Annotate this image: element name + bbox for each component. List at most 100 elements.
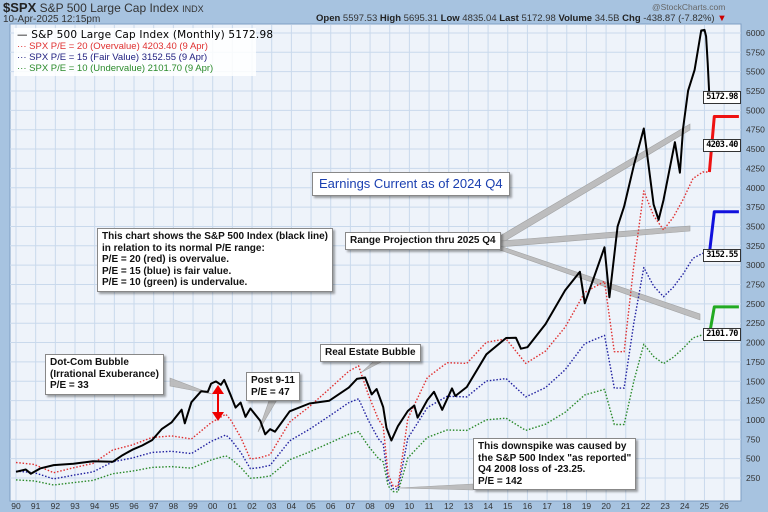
dotcom-line: Dot-Com Bubble (50, 357, 129, 368)
legend-marker: ··· (17, 63, 30, 74)
last-label: Last (499, 13, 519, 24)
y-tick-label: 2750 (746, 280, 765, 290)
x-tick-label: 26 (719, 501, 729, 511)
x-tick-label: 96 (129, 501, 139, 511)
y-tick-label: 6000 (746, 28, 765, 38)
y-tick-label: 5000 (746, 105, 765, 115)
triangle-down-icon: ▼ (717, 13, 727, 24)
x-tick-label: 95 (110, 501, 120, 511)
x-tick-label: 09 (385, 501, 395, 511)
chg-label: Chg (622, 13, 641, 24)
x-tick-label: 20 (601, 501, 611, 511)
downspike-note: This downspike was caused by the S&P 500… (473, 438, 637, 490)
y-tick-label: 1750 (746, 357, 765, 367)
x-tick-label: 03 (267, 501, 277, 511)
x-axis: 90 91 92 93 94 95 96 97 98 99 00 01 02 03 04 05 06 07 08 09… (11, 501, 729, 511)
description-note: This chart shows the S&P 500 Index (blac… (97, 228, 333, 292)
dotcom-note: Dot-Com Bubble (Irrational Exuberance) P… (45, 354, 164, 395)
x-tick-label: 91 (31, 501, 41, 511)
y-tick-label: 1500 (746, 376, 765, 386)
x-tick-label: 22 (641, 501, 651, 511)
y-tick-label: 1250 (746, 396, 765, 406)
y-tick-label: 3500 (746, 221, 765, 231)
x-tick-label: 21 (621, 501, 631, 511)
y-tick-label: 4750 (746, 125, 765, 135)
x-tick-label: 97 (149, 501, 159, 511)
watermark: @StockCharts.com (652, 2, 726, 12)
y-tick-label: 5750 (746, 47, 765, 57)
legend-label: S&P 500 Large Cap Index (Monthly) 5172.9… (31, 29, 274, 41)
legend: — S&P 500 Large Cap Index (Monthly) 5172… (14, 28, 273, 76)
downspike-line: the S&P 500 Index "as reported" (478, 452, 632, 464)
y-tick-label: 2000 (746, 338, 765, 348)
downspike-line: This downspike was caused by (478, 441, 627, 452)
y-axis: 250 500 750 1000 1250 1500 1750 2000 2250 2500 275… (746, 28, 765, 483)
x-tick-label: 98 (169, 501, 179, 511)
dotcom-line: (Irrational Exuberance) (50, 368, 159, 380)
description-line: P/E = 15 (blue) is fair value. (102, 265, 232, 277)
downspike-line: P/E = 142 (478, 475, 523, 487)
x-tick-label: 02 (247, 501, 257, 511)
x-tick-label: 07 (346, 501, 356, 511)
title-bar: $SPX S&P 500 Large Cap Index INDX (3, 0, 204, 15)
y-tick-label: 4000 (746, 183, 765, 193)
volume-label: Volume (558, 13, 593, 24)
legend-marker: ··· (17, 41, 30, 52)
y-tick-label: 3250 (746, 241, 765, 251)
x-tick-label: 11 (425, 501, 434, 511)
x-tick-label: 94 (90, 501, 100, 511)
last-value-label-pe20: 4203.40 (703, 139, 741, 152)
x-tick-label: 14 (483, 501, 493, 511)
x-tick-label: 01 (228, 501, 238, 511)
x-tick-label: 04 (287, 501, 297, 511)
description-line: in relation to its normal P/E range: (102, 242, 265, 254)
x-tick-label: 16 (523, 501, 533, 511)
datetime: 10-Apr-2025 12:15pm (3, 14, 101, 25)
series-line-pe15 (15, 252, 710, 490)
last-value-label-pe10: 2101.70 (703, 328, 741, 341)
legend-label: SPX P/E = 15 (Fair Value) 3152.55 (9 Apr… (29, 52, 208, 63)
description-line: This chart shows the S&P 500 Index (blac… (102, 231, 328, 242)
series-line-proj20 (707, 115, 739, 173)
y-tick-label: 4500 (746, 144, 765, 154)
quote-bar: Open 5597.53 High 5695.31 Low 4835.04 La… (316, 13, 727, 24)
legend-entry: ··· SPX P/E = 15 (Fair Value) 3152.55 (9… (17, 52, 253, 63)
last-value: 5172.98 (521, 13, 556, 24)
realestate-note: Real Estate Bubble (320, 344, 421, 362)
last-value-label-index: 5172.98 (703, 91, 741, 104)
x-tick-label: 15 (503, 501, 513, 511)
x-tick-label: 00 (208, 501, 218, 511)
legend-entry: ··· SPX P/E = 10 (Undervalue) 2101.70 (9… (17, 63, 253, 74)
x-tick-label: 99 (188, 501, 198, 511)
description-line: P/E = 10 (green) is undervalue. (102, 277, 248, 288)
x-tick-label: 06 (326, 501, 336, 511)
x-tick-label: 90 (11, 501, 21, 511)
high-value: 5695.31 (403, 13, 438, 24)
series-line-proj10 (707, 305, 739, 335)
legend-label: SPX P/E = 10 (Undervalue) 2101.70 (9 Apr… (29, 63, 214, 74)
y-tick-label: 3000 (746, 260, 765, 270)
y-tick-label: 2500 (746, 299, 765, 309)
series-line-proj15 (707, 210, 739, 254)
high-label: High (379, 13, 402, 24)
y-tick-label: 5500 (746, 67, 765, 77)
series-line-pe20 (15, 171, 710, 488)
x-tick-label: 08 (365, 501, 375, 511)
post911-line: Post 9-11 (251, 375, 295, 386)
legend-entry: — S&P 500 Large Cap Index (Monthly) 5172… (17, 30, 273, 41)
x-tick-label: 19 (582, 501, 592, 511)
annotation-pointers (169, 123, 701, 491)
y-tick-label: 500 (746, 454, 760, 464)
x-tick-label: 17 (542, 501, 552, 511)
y-tick-label: 4250 (746, 163, 765, 173)
x-tick-label: 93 (70, 501, 80, 511)
exchange: INDX (182, 4, 204, 14)
dotcom-line: P/E = 33 (50, 380, 89, 391)
post911-note: Post 9-11 P/E = 47 (246, 372, 300, 401)
open-label: Open (316, 13, 341, 24)
symbol: $SPX (3, 0, 37, 15)
volume-value: 34.5B (594, 13, 620, 24)
low-value: 4835.04 (462, 13, 497, 24)
x-tick-label: 92 (51, 501, 61, 511)
series-group (15, 28, 739, 493)
